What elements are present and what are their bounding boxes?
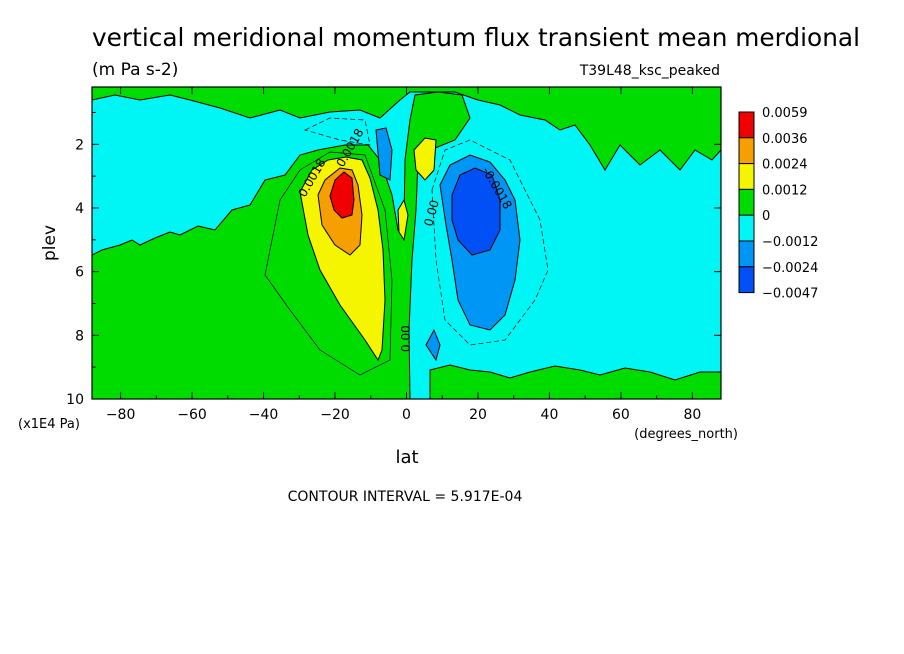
contour-interval-note: CONTOUR INTERVAL = 5.917E-04 xyxy=(288,489,523,505)
units-label: (m Pa s-2) xyxy=(92,60,178,80)
y-tick-label: 2 xyxy=(75,137,84,153)
contour-line-negative-outer xyxy=(431,139,549,346)
y-axis: 2 4 6 8 10 xyxy=(66,111,721,408)
chart-title: vertical meridional momentum flux transi… xyxy=(92,23,860,52)
contour-label-zero-1: 0.00 xyxy=(421,198,441,227)
colorbar-swatch xyxy=(738,188,755,216)
colorbar-label: 0.0036 xyxy=(762,132,808,147)
x-tick-label: −60 xyxy=(177,407,207,423)
field-small-negative-south xyxy=(375,127,393,181)
y-axis-label: plev xyxy=(40,225,60,261)
x-axis-label: lat xyxy=(395,447,418,468)
field-positive-0036-peak xyxy=(329,171,355,219)
y-axis-units: (x1E4 Pa) xyxy=(18,417,80,432)
colorbar-swatch xyxy=(738,137,755,165)
y-tick-label: 8 xyxy=(75,328,84,344)
contour-line-negative-top xyxy=(304,117,371,146)
x-tick-label: −40 xyxy=(249,407,279,423)
x-tick-label: −20 xyxy=(320,407,350,423)
x-tick-label: 0 xyxy=(402,407,411,423)
colorbar-swatch xyxy=(738,214,755,242)
x-tick-label: 40 xyxy=(541,407,559,423)
field-small-positive-north xyxy=(413,137,437,181)
x-tick-label: 20 xyxy=(469,407,487,423)
field-negative-0024-core xyxy=(451,167,501,256)
x-tick-label: −80 xyxy=(106,407,136,423)
contour-line-positive-outer xyxy=(264,151,393,376)
colorbar-label: −0.0012 xyxy=(762,235,818,250)
x-tick-label: 80 xyxy=(683,407,701,423)
run-label: T39L48_ksc_peaked xyxy=(579,63,720,79)
x-axis: −80 −60 −40 −20 0 20 40 60 80 xyxy=(106,87,701,423)
colorbar-label: −0.0047 xyxy=(762,287,818,302)
colorbar-label: 0 xyxy=(762,209,770,224)
colorbar-swatch xyxy=(738,266,755,294)
colorbar-label: −0.0024 xyxy=(762,261,818,276)
field-zero-band-north xyxy=(429,364,721,399)
colorbar-label: 0.0059 xyxy=(762,106,808,121)
y-tick-label: 6 xyxy=(75,265,84,281)
colorbar-swatch xyxy=(738,163,755,190)
contour-label-zero-2: 0.00 xyxy=(399,325,413,352)
y-tick-label: 10 xyxy=(66,392,84,408)
field-zero-top-strip xyxy=(92,87,721,171)
field-small-positive-equator xyxy=(397,198,409,242)
x-axis-units: (degrees_north) xyxy=(634,427,738,442)
colorbar-swatch xyxy=(738,111,755,139)
y-tick-label: 4 xyxy=(75,201,84,217)
x-tick-label: 60 xyxy=(612,407,630,423)
colorbar-label: 0.0024 xyxy=(762,158,808,173)
field-small-negative-equator xyxy=(425,328,441,362)
colorbar-swatch xyxy=(738,240,755,268)
colorbar-label: 0.0012 xyxy=(762,183,808,198)
colorbar: 0.0059 0.0036 0.0024 0.0012 0 −0.0012 −0.0024 −… xyxy=(738,106,818,302)
plot-area: 0.0018 0.0018 0.00 0.00 -0.0018 xyxy=(92,87,721,399)
